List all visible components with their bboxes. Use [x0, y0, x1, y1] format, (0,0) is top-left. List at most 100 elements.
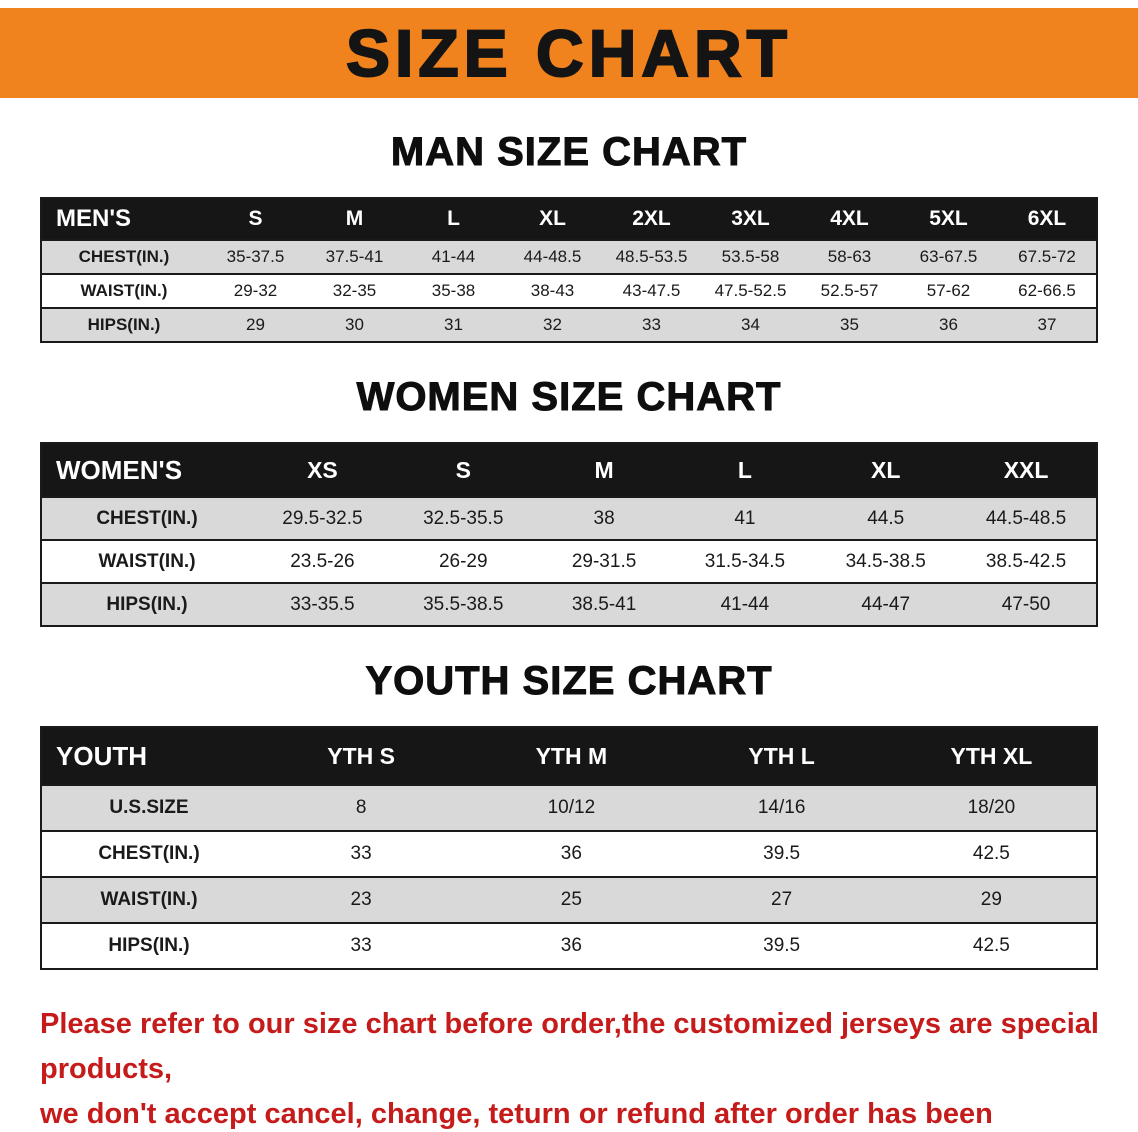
womens-table-row: HIPS(IN.) 33-35.5 35.5-38.5 38.5-41 41-44 44-…	[41, 582, 1097, 626]
mens-cell: 43-47.5	[602, 273, 701, 308]
youth-cell: 42.5	[886, 922, 1097, 969]
womens-row-label: WAIST(IN.)	[41, 539, 252, 583]
youth-cell: 33	[256, 830, 467, 877]
youth-column-header: YTH XL	[950, 742, 1033, 769]
youth-cell: 33	[256, 922, 467, 969]
womens-column-header: XS	[307, 456, 338, 483]
womens-cell: 38	[533, 496, 675, 540]
womens-cell: 29-31.5	[533, 539, 675, 583]
mens-cell: 31	[404, 307, 503, 342]
mens-column-header: 5XL	[929, 207, 968, 230]
youth-cell: 36	[466, 922, 677, 969]
mens-cell: 35-38	[404, 273, 503, 308]
womens-table-row: CHEST(IN.) 29.5-32.5 32.5-35.5 38 41 44.5 44.5…	[41, 496, 1097, 540]
mens-column-header: L	[447, 207, 460, 230]
womens-column-header: M	[594, 456, 614, 483]
youth-column-header: YTH M	[535, 742, 608, 769]
womens-column-header: XL	[871, 456, 901, 483]
mens-cell: 35	[800, 307, 899, 342]
mens-cell: 67.5-72	[998, 239, 1097, 274]
youth-header-row: YOUTH YTH S YTH M YTH L YTH XL	[41, 727, 1097, 785]
womens-cell: 41-44	[674, 582, 816, 626]
disclaimer-line-2: we don't accept cancel, change, teturn o…	[40, 1097, 993, 1130]
youth-column-header: YTH L	[748, 742, 815, 769]
womens-cell: 35.5-38.5	[392, 582, 534, 626]
womens-cell: 33-35.5	[252, 582, 393, 626]
womens-cell: 29.5-32.5	[252, 496, 393, 540]
mens-table-row: CHEST(IN.) 35-37.5 37.5-41 41-44 44-48.5 48.5…	[41, 239, 1097, 274]
youth-table-row: CHEST(IN.) 33 36 39.5 42.5	[41, 830, 1097, 877]
youth-row-label: U.S.SIZE	[41, 784, 256, 831]
womens-cell: 32.5-35.5	[392, 496, 534, 540]
youth-column-header: YTH S	[327, 742, 395, 769]
womens-row-label: CHEST(IN.)	[41, 496, 252, 540]
mens-column-header: 6XL	[1027, 207, 1067, 230]
youth-cell: 42.5	[886, 830, 1097, 877]
disclaimer-line-1: Please refer to our size chart before or…	[40, 1008, 1099, 1085]
mens-row-label: HIPS(IN.)	[41, 307, 206, 342]
womens-cell: 38.5-41	[533, 582, 675, 626]
mens-column-header: 2XL	[632, 207, 671, 230]
womens-column-header: XXL	[1003, 456, 1049, 483]
womens-row-label: HIPS(IN.)	[41, 582, 252, 626]
size-chart-sections: MAN SIZE CHART MEN'S S M L XL 2XL 3XL 4XL 5XL 6XL C…	[0, 130, 1138, 970]
mens-column-header: XL	[539, 207, 566, 230]
mens-table-row: HIPS(IN.) 29 30 31 32 33 34 35 36 37	[41, 307, 1097, 342]
womens-section-heading: WOMEN SIZE CHART	[356, 375, 782, 420]
mens-row-label: CHEST(IN.)	[41, 239, 206, 274]
page-title: SIZE CHART	[345, 16, 792, 90]
mens-column-header: M	[345, 207, 364, 230]
mens-cell: 37	[998, 307, 1097, 342]
youth-cell: 39.5	[676, 922, 887, 969]
mens-column-header: 4XL	[830, 207, 869, 230]
youth-cell: 23	[256, 876, 467, 923]
mens-cell: 47.5-52.5	[701, 273, 800, 308]
womens-cell: 31.5-34.5	[674, 539, 816, 583]
mens-cell: 29	[206, 307, 305, 342]
mens-cell: 29-32	[206, 273, 305, 308]
mens-cell: 35-37.5	[206, 239, 305, 274]
mens-column-header: 3XL	[731, 207, 770, 230]
mens-cell: 36	[899, 307, 998, 342]
youth-table-row: HIPS(IN.) 33 36 39.5 42.5	[41, 922, 1097, 969]
mens-cell: 44-48.5	[503, 239, 602, 274]
mens-cell: 38-43	[503, 273, 602, 308]
youth-table-label: YOUTH	[56, 740, 147, 771]
mens-table-row: WAIST(IN.) 29-32 32-35 35-38 38-43 43-47.5 47.…	[41, 273, 1097, 308]
womens-cell: 44.5-48.5	[956, 496, 1097, 540]
mens-cell: 52.5-57	[800, 273, 899, 308]
youth-cell: 36	[466, 830, 677, 877]
mens-table-label: MEN'S	[56, 205, 132, 232]
womens-table-label: WOMEN'S	[56, 454, 183, 485]
mens-cell: 58-63	[800, 239, 899, 274]
mens-cell: 33	[602, 307, 701, 342]
mens-cell: 63-67.5	[899, 239, 998, 274]
youth-cell: 18/20	[886, 784, 1097, 831]
mens-cell: 53.5-58	[701, 239, 800, 274]
mens-cell: 41-44	[404, 239, 503, 274]
mens-section-heading: MAN SIZE CHART	[390, 130, 748, 175]
womens-column-header: L	[737, 456, 752, 483]
youth-cell: 8	[256, 784, 467, 831]
womens-cell: 44.5	[815, 496, 957, 540]
youth-cell: 14/16	[676, 784, 887, 831]
mens-cell: 32-35	[305, 273, 404, 308]
womens-cell: 23.5-26	[252, 539, 393, 583]
youth-table-row: U.S.SIZE 8 10/12 14/16 18/20	[41, 784, 1097, 831]
womens-table-row: WAIST(IN.) 23.5-26 26-29 29-31.5 31.5-34.5 34…	[41, 539, 1097, 583]
mens-cell: 48.5-53.5	[602, 239, 701, 274]
womens-cell: 26-29	[392, 539, 534, 583]
banner: SIZE CHART	[0, 8, 1138, 98]
womens-column-header: S	[455, 456, 471, 483]
youth-size-table: YOUTH YTH S YTH M YTH L YTH XL U.S.SIZE 8 10/12…	[40, 726, 1098, 970]
womens-size-table: WOMEN'S XS S M L XL XXL CHEST(IN.) 29.5-32.5 32.5…	[40, 442, 1098, 627]
mens-size-table: MEN'S S M L XL 2XL 3XL 4XL 5XL 6XL CHEST(IN.) 35-37…	[40, 197, 1098, 343]
youth-row-label: HIPS(IN.)	[41, 922, 256, 969]
youth-table-row: WAIST(IN.) 23 25 27 29	[41, 876, 1097, 923]
youth-cell: 29	[886, 876, 1097, 923]
youth-cell: 25	[466, 876, 677, 923]
mens-cell: 34	[701, 307, 800, 342]
youth-row-label: CHEST(IN.)	[41, 830, 256, 877]
mens-cell: 30	[305, 307, 404, 342]
